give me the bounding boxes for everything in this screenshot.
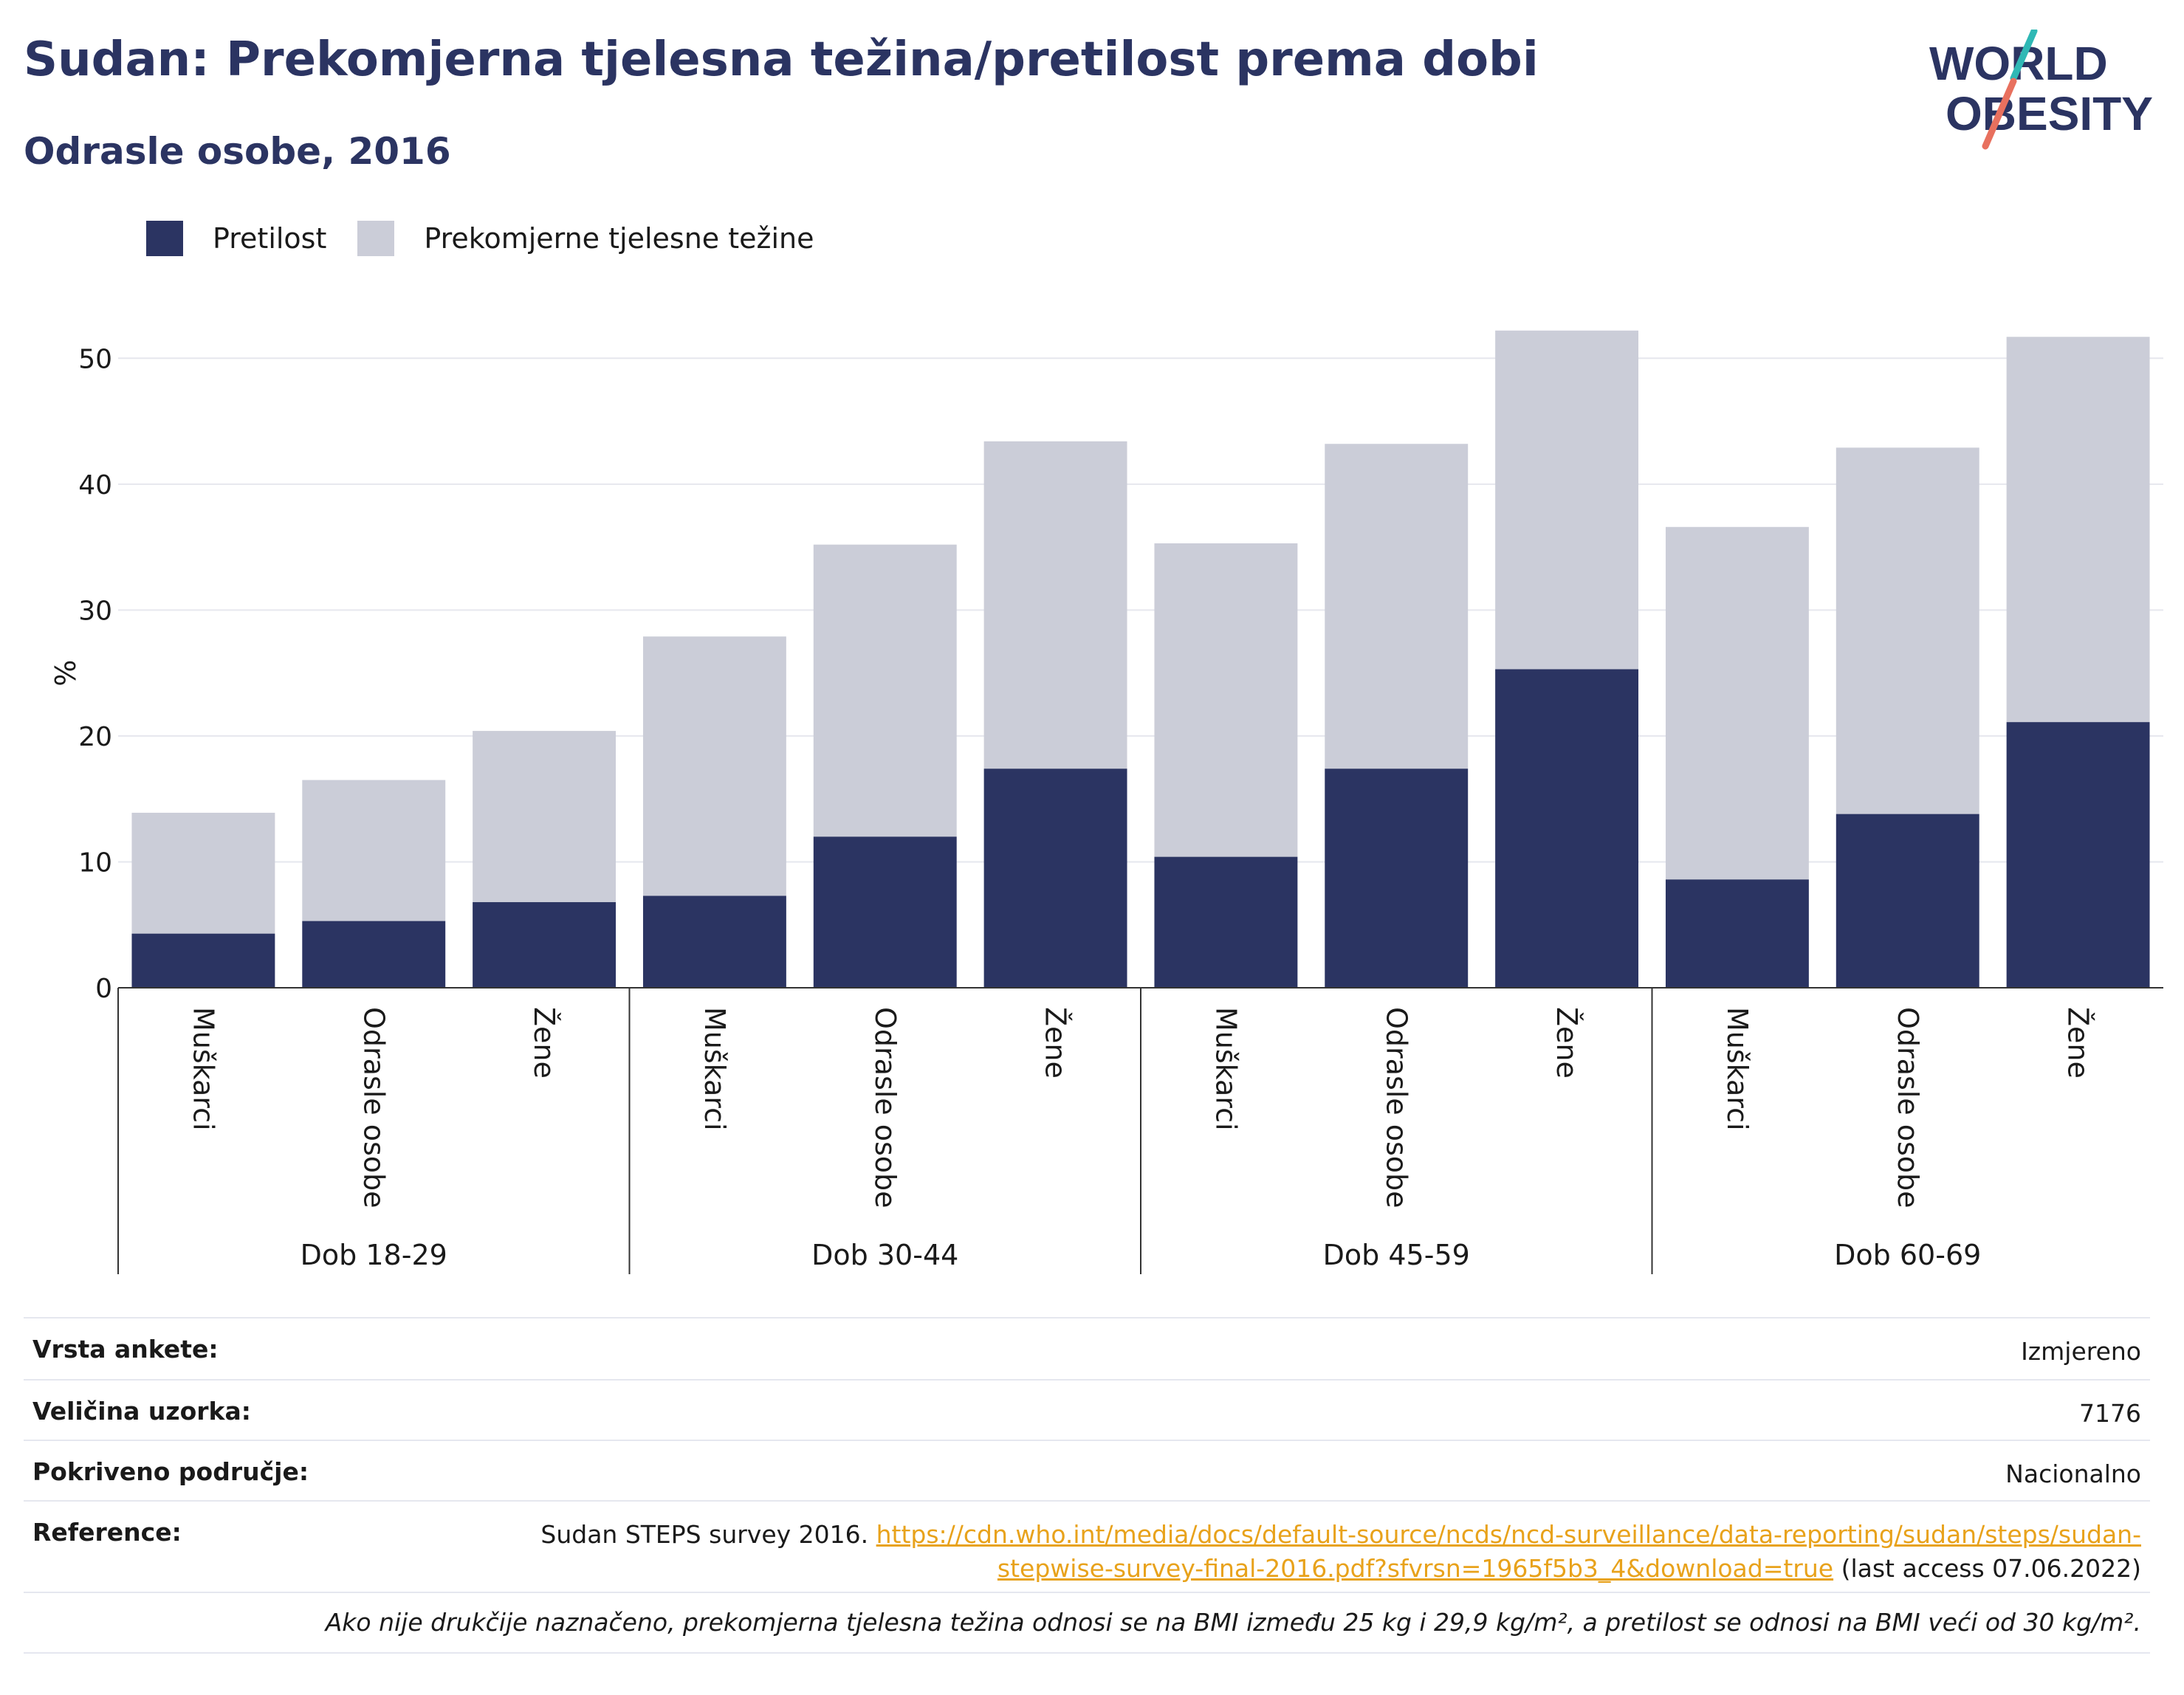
logo-slash-teal [2010, 27, 2038, 82]
bar-obesity [131, 933, 275, 988]
bar-overweight [983, 441, 1127, 769]
x-category-label: Žene [2062, 1007, 2095, 1079]
y-tick-label: 10 [78, 848, 112, 878]
x-category-label: Žene [528, 1007, 560, 1079]
legend-swatch-overweight [357, 221, 395, 256]
bar-overweight [1325, 444, 1469, 769]
x-group-label: Dob 30-44 [811, 1239, 958, 1271]
legend-item-obesity[interactable]: Pretilost [146, 221, 326, 256]
logo-slash-coral [1982, 78, 2017, 150]
survey-type-value: Izmjereno [2021, 1337, 2141, 1366]
info-row-reference: Reference: Sudan STEPS survey 2016. http… [24, 1500, 2150, 1592]
bar-overweight [302, 780, 446, 921]
y-tick-label: 30 [78, 596, 112, 626]
x-category-label: Odrasle osobe [1892, 1007, 1924, 1208]
bar-obesity [983, 769, 1127, 988]
logo-line-2: OBESITY [1946, 87, 2153, 140]
info-row-sample-size: Veličina uzorka: 7176 [24, 1379, 2150, 1440]
bar-obesity [642, 895, 786, 988]
legend-item-overweight[interactable]: Prekomjerne tjelesne težine [357, 221, 814, 256]
reference-label: Reference: [32, 1518, 182, 1547]
bar-overweight [1495, 330, 1639, 670]
survey-info-table: Vrsta ankete: Izmjereno Veličina uzorka:… [24, 1317, 2150, 1654]
sample-size-value: 7176 [2079, 1399, 2141, 1428]
legend-label-overweight: Prekomjerne tjelesne težine [424, 222, 814, 255]
bar-overweight [1836, 447, 1979, 814]
chart-legend: Pretilost Prekomjerne tjelesne težine [146, 220, 845, 257]
x-category-label: Muškarci [1209, 1007, 1242, 1131]
bar-obesity [1665, 879, 1809, 988]
bar-obesity [1325, 769, 1469, 988]
y-tick-label: 50 [78, 344, 112, 374]
bar-overweight [1665, 526, 1809, 880]
x-category-label: Odrasle osobe [357, 1007, 390, 1208]
legend-label-obesity: Pretilost [213, 222, 327, 255]
bar-obesity [1836, 814, 1979, 988]
y-tick-label: 20 [78, 722, 112, 752]
y-axis-label: % [48, 660, 80, 687]
x-category-label: Odrasle osobe [869, 1007, 902, 1208]
info-row-survey-type: Vrsta ankete: Izmjereno [24, 1317, 2150, 1379]
bar-overweight [2006, 337, 2150, 723]
reference-link[interactable]: https://cdn.who.int/media/docs/default-s… [876, 1520, 2141, 1549]
bar-obesity [302, 921, 446, 988]
x-group-label: Dob 60-69 [1834, 1239, 1981, 1271]
page-subtitle: Odrasle osobe, 2016 [24, 130, 451, 173]
x-group-label: Dob 18-29 [301, 1239, 447, 1271]
bar-obesity [1495, 669, 1639, 988]
x-group-label: Dob 45-59 [1323, 1239, 1470, 1271]
world-obesity-logo: WORLD OBESITY [1923, 27, 2167, 155]
y-tick-label: 40 [78, 470, 112, 501]
info-row-coverage: Pokriveno područje: Nacionalno [24, 1440, 2150, 1500]
legend-swatch-obesity [146, 221, 183, 256]
reference-value: Sudan STEPS survey 2016. https://cdn.who… [540, 1518, 2141, 1586]
bar-obesity [1154, 856, 1298, 988]
reference-link-cont[interactable]: stepwise-survey-final-2016.pdf?sfvrsn=19… [997, 1554, 1834, 1583]
bar-overweight [1154, 543, 1298, 857]
bar-overweight [473, 731, 617, 903]
y-tick-label: 0 [95, 974, 112, 1004]
survey-type-label: Vrsta ankete: [32, 1335, 219, 1364]
bar-overweight [131, 812, 275, 934]
bar-obesity [813, 836, 957, 988]
bar-overweight [642, 636, 786, 896]
sample-size-label: Veličina uzorka: [32, 1397, 251, 1426]
x-category-label: Muškarci [187, 1007, 219, 1131]
reference-prefix: Sudan STEPS survey 2016. [540, 1520, 869, 1549]
bar-overweight [813, 544, 957, 837]
page-title: Sudan: Prekomjerna tjelesna težina/preti… [24, 32, 1539, 87]
x-category-label: Muškarci [698, 1007, 731, 1131]
stacked-bar-chart: 0 10 20 30 40 50% Muškarci Odrasle osobe Žene Dob… [48, 330, 2163, 1274]
coverage-label: Pokriveno područje: [32, 1457, 309, 1486]
bar-obesity [473, 902, 617, 988]
coverage-value: Nacionalno [2005, 1460, 2141, 1488]
bmi-footnote: Ako nije drukčije naznačeno, prekomjerna… [24, 1592, 2150, 1654]
bar-obesity [2006, 722, 2150, 988]
x-category-label: Muškarci [1721, 1007, 1754, 1131]
x-category-label: Žene [1040, 1007, 1072, 1079]
x-category-label: Odrasle osobe [1380, 1007, 1412, 1208]
x-category-label: Žene [1551, 1007, 1583, 1079]
reference-suffix: (last access 07.06.2022) [1841, 1554, 2141, 1583]
